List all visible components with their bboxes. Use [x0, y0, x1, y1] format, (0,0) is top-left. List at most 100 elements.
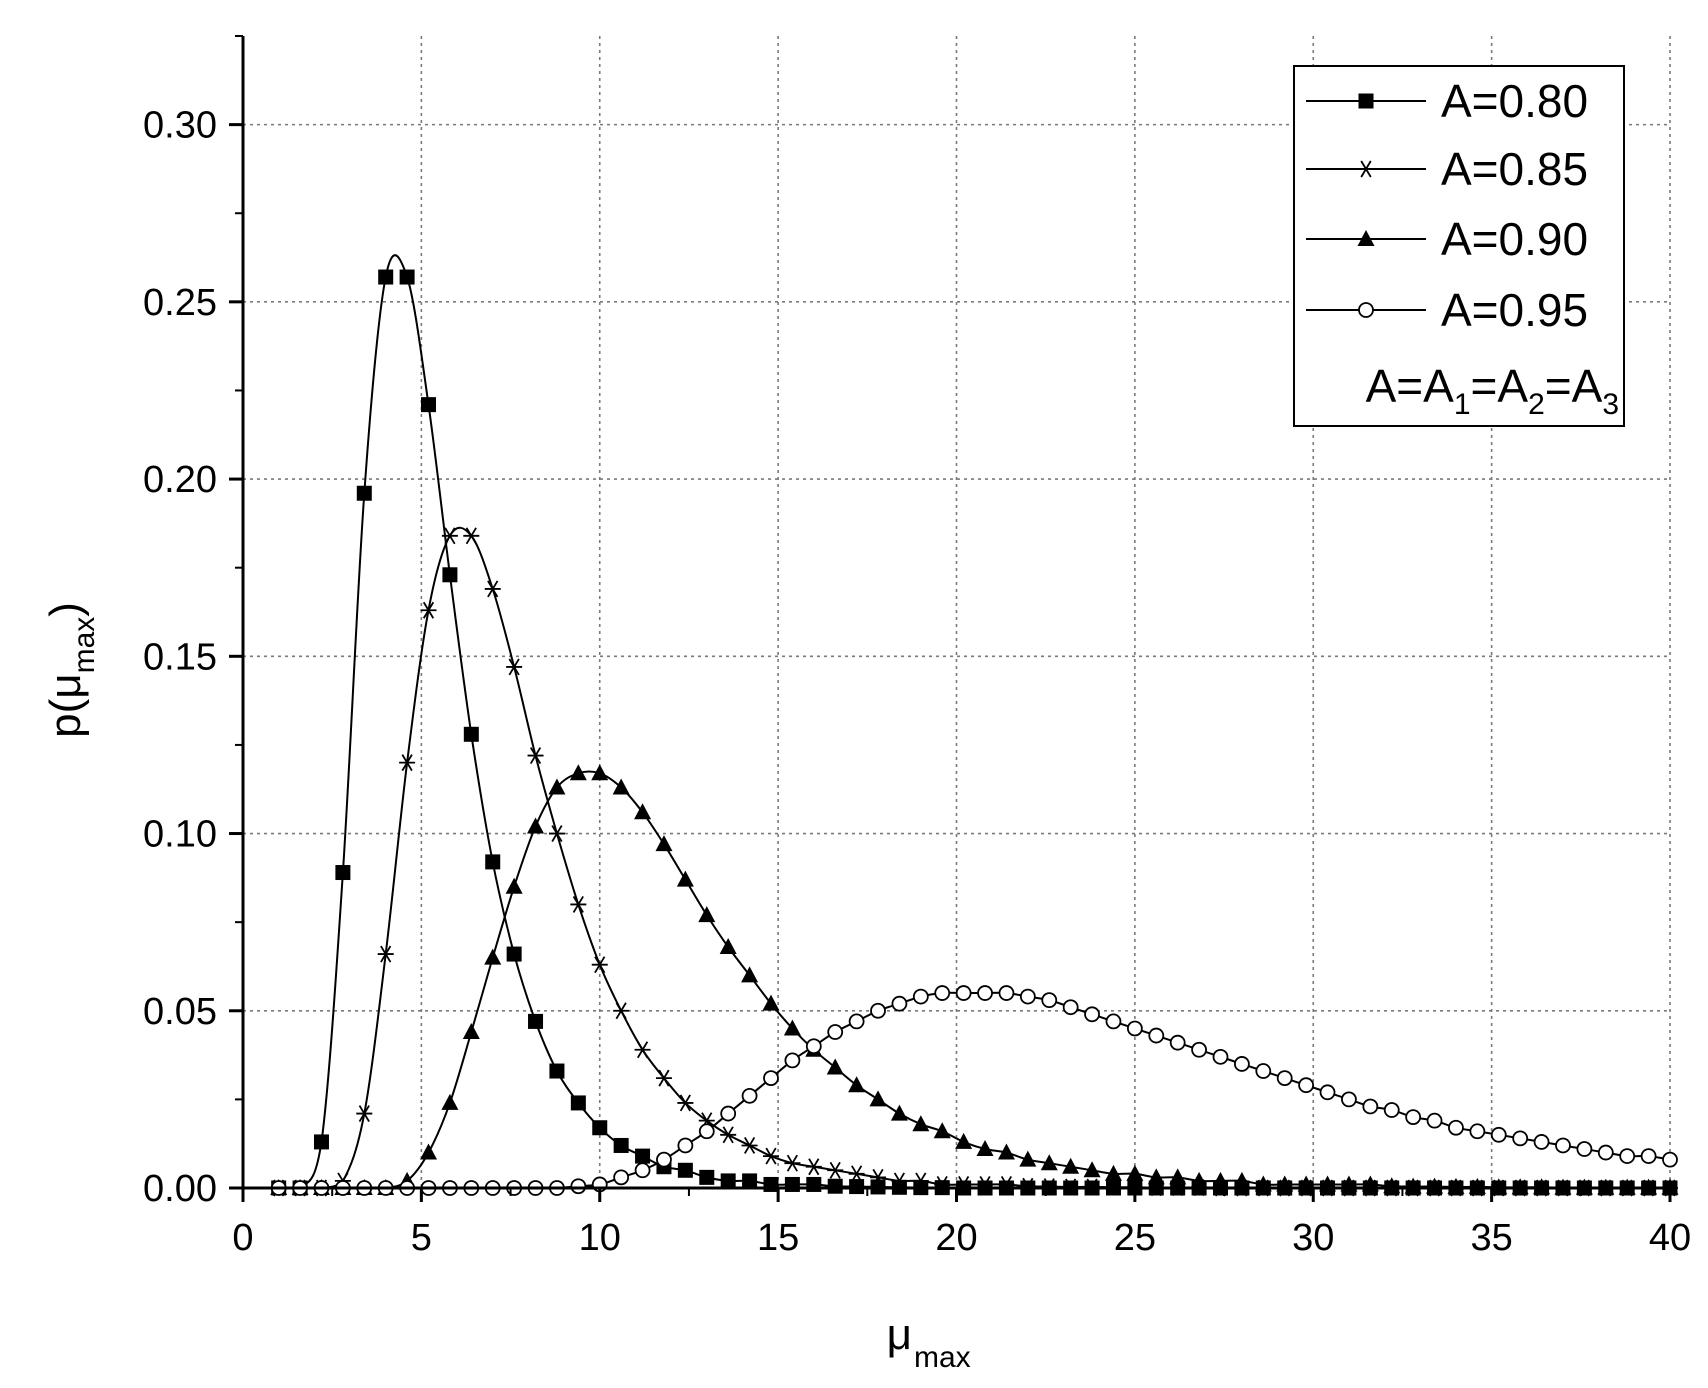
data-point-series-3 — [569, 764, 587, 781]
data-point-series-2-stroke — [594, 956, 606, 974]
data-point-series-4 — [1319, 1084, 1336, 1101]
data-point-series-1-shape — [720, 1173, 736, 1189]
data-point-series-4 — [848, 1013, 865, 1030]
legend-note-sub3: 3 — [1602, 388, 1619, 421]
data-point-series-3 — [634, 803, 652, 820]
data-point-series-2-stroke — [808, 1158, 820, 1176]
data-point-series-2-stroke — [744, 1137, 756, 1154]
data-point-series-1 — [421, 397, 437, 413]
data-point-series-3 — [1040, 1154, 1058, 1171]
data-point-series-1 — [378, 269, 394, 285]
data-point-series-4-shape — [698, 1123, 715, 1140]
data-point-series-3 — [762, 994, 780, 1011]
data-point-series-1 — [399, 269, 415, 285]
data-point-series-4 — [1662, 1151, 1678, 1168]
legend-marker-shape — [1358, 302, 1374, 318]
data-point-series-3 — [741, 966, 759, 983]
data-point-series-3-shape — [1404, 1177, 1422, 1194]
data-point-series-4 — [870, 1002, 886, 1019]
data-point-series-4-shape — [1512, 1130, 1529, 1147]
data-point-series-1-shape — [313, 1134, 329, 1150]
data-point-series-4-shape — [1555, 1137, 1571, 1154]
data-point-series-1 — [570, 1095, 586, 1111]
data-point-series-2 — [891, 1172, 908, 1190]
data-point-series-4 — [1276, 1070, 1293, 1087]
y-tick-label: 0.20 — [143, 459, 217, 501]
data-point-series-2 — [762, 1147, 779, 1165]
data-point-series-4-shape — [1319, 1084, 1336, 1101]
data-point-series-2 — [420, 601, 437, 619]
data-point-series-4-shape — [1448, 1119, 1464, 1136]
data-point-series-3-shape — [826, 1058, 844, 1075]
data-point-series-4 — [1383, 1102, 1400, 1118]
data-point-series-3-shape — [1147, 1168, 1165, 1185]
data-point-series-4-shape — [656, 1151, 672, 1168]
data-point-series-4-shape — [955, 985, 972, 1001]
legend-marker-shape — [1357, 230, 1375, 246]
data-point-series-4-shape — [1191, 1041, 1207, 1058]
data-point-series-2 — [356, 1105, 373, 1123]
data-point-series-3 — [997, 1143, 1015, 1160]
y-axis-title-main: p(μ — [41, 673, 90, 737]
data-point-series-4 — [1405, 1109, 1422, 1126]
data-point-series-4 — [1576, 1141, 1593, 1157]
data-point-series-3 — [890, 1104, 908, 1121]
data-point-series-2 — [377, 945, 394, 963]
data-point-series-2 — [591, 956, 608, 974]
svg-text:p(μmax): p(μmax) — [41, 602, 101, 738]
data-point-series-4 — [1555, 1137, 1571, 1154]
data-point-series-4-shape — [912, 988, 929, 1005]
legend-marker — [1358, 302, 1374, 318]
data-point-series-4-shape — [1426, 1112, 1443, 1129]
data-point-series-3 — [1211, 1171, 1229, 1188]
data-point-series-3 — [420, 1143, 438, 1160]
data-point-series-4-shape — [1576, 1141, 1593, 1157]
data-point-series-2-stroke — [1000, 1175, 1013, 1193]
data-point-series-3 — [462, 1023, 480, 1040]
data-point-series-2-stroke — [401, 754, 413, 772]
legend-note-sub2: 2 — [1528, 388, 1545, 421]
data-point-series-1 — [742, 1173, 758, 1189]
data-point-series-4 — [1362, 1098, 1379, 1115]
data-point-series-1 — [677, 1162, 693, 1178]
x-tick-label: 10 — [579, 1217, 621, 1259]
y-axis-title-subscript: max — [68, 617, 101, 674]
data-point-series-4 — [784, 1052, 801, 1069]
data-point-series-4-shape — [977, 985, 993, 1001]
data-point-series-1 — [313, 1134, 329, 1150]
data-point-series-4 — [613, 1169, 630, 1186]
data-point-series-4 — [891, 995, 908, 1012]
data-point-series-1 — [442, 567, 458, 583]
data-point-series-4 — [1490, 1126, 1507, 1143]
data-point-series-4-shape — [1619, 1148, 1636, 1164]
data-point-series-3-shape — [634, 803, 652, 820]
data-point-series-1-shape — [421, 397, 437, 413]
data-point-series-2-stroke — [572, 895, 584, 913]
data-point-series-3-shape — [655, 835, 673, 852]
legend-marker — [1357, 230, 1375, 246]
data-point-series-2-stroke — [508, 658, 520, 676]
data-point-series-4 — [634, 1162, 651, 1179]
data-point-series-3-shape — [1533, 1178, 1551, 1195]
data-point-series-4-shape — [634, 1162, 651, 1179]
data-point-series-4-shape — [1383, 1102, 1400, 1118]
data-point-series-3 — [591, 764, 609, 781]
data-point-series-4 — [741, 1087, 758, 1104]
data-point-series-1 — [528, 1013, 544, 1029]
data-point-series-2 — [998, 1175, 1015, 1193]
data-point-series-1-shape — [742, 1173, 758, 1189]
data-point-series-2 — [527, 747, 544, 765]
data-point-series-4-shape — [1597, 1144, 1614, 1161]
data-point-series-2 — [720, 1126, 737, 1144]
data-point-series-3 — [826, 1058, 844, 1075]
data-point-series-4 — [998, 985, 1015, 1001]
data-point-series-3-shape — [591, 764, 609, 781]
y-axis-title: p(μmax) — [41, 602, 101, 738]
data-point-series-4-shape — [1084, 1006, 1100, 1023]
data-point-series-1 — [763, 1176, 779, 1192]
data-point-series-4 — [1062, 999, 1079, 1016]
data-point-series-1 — [592, 1120, 608, 1136]
data-point-series-2-stroke — [936, 1175, 948, 1193]
data-point-series-4-shape — [1276, 1070, 1293, 1087]
data-point-series-4 — [1126, 1020, 1143, 1037]
